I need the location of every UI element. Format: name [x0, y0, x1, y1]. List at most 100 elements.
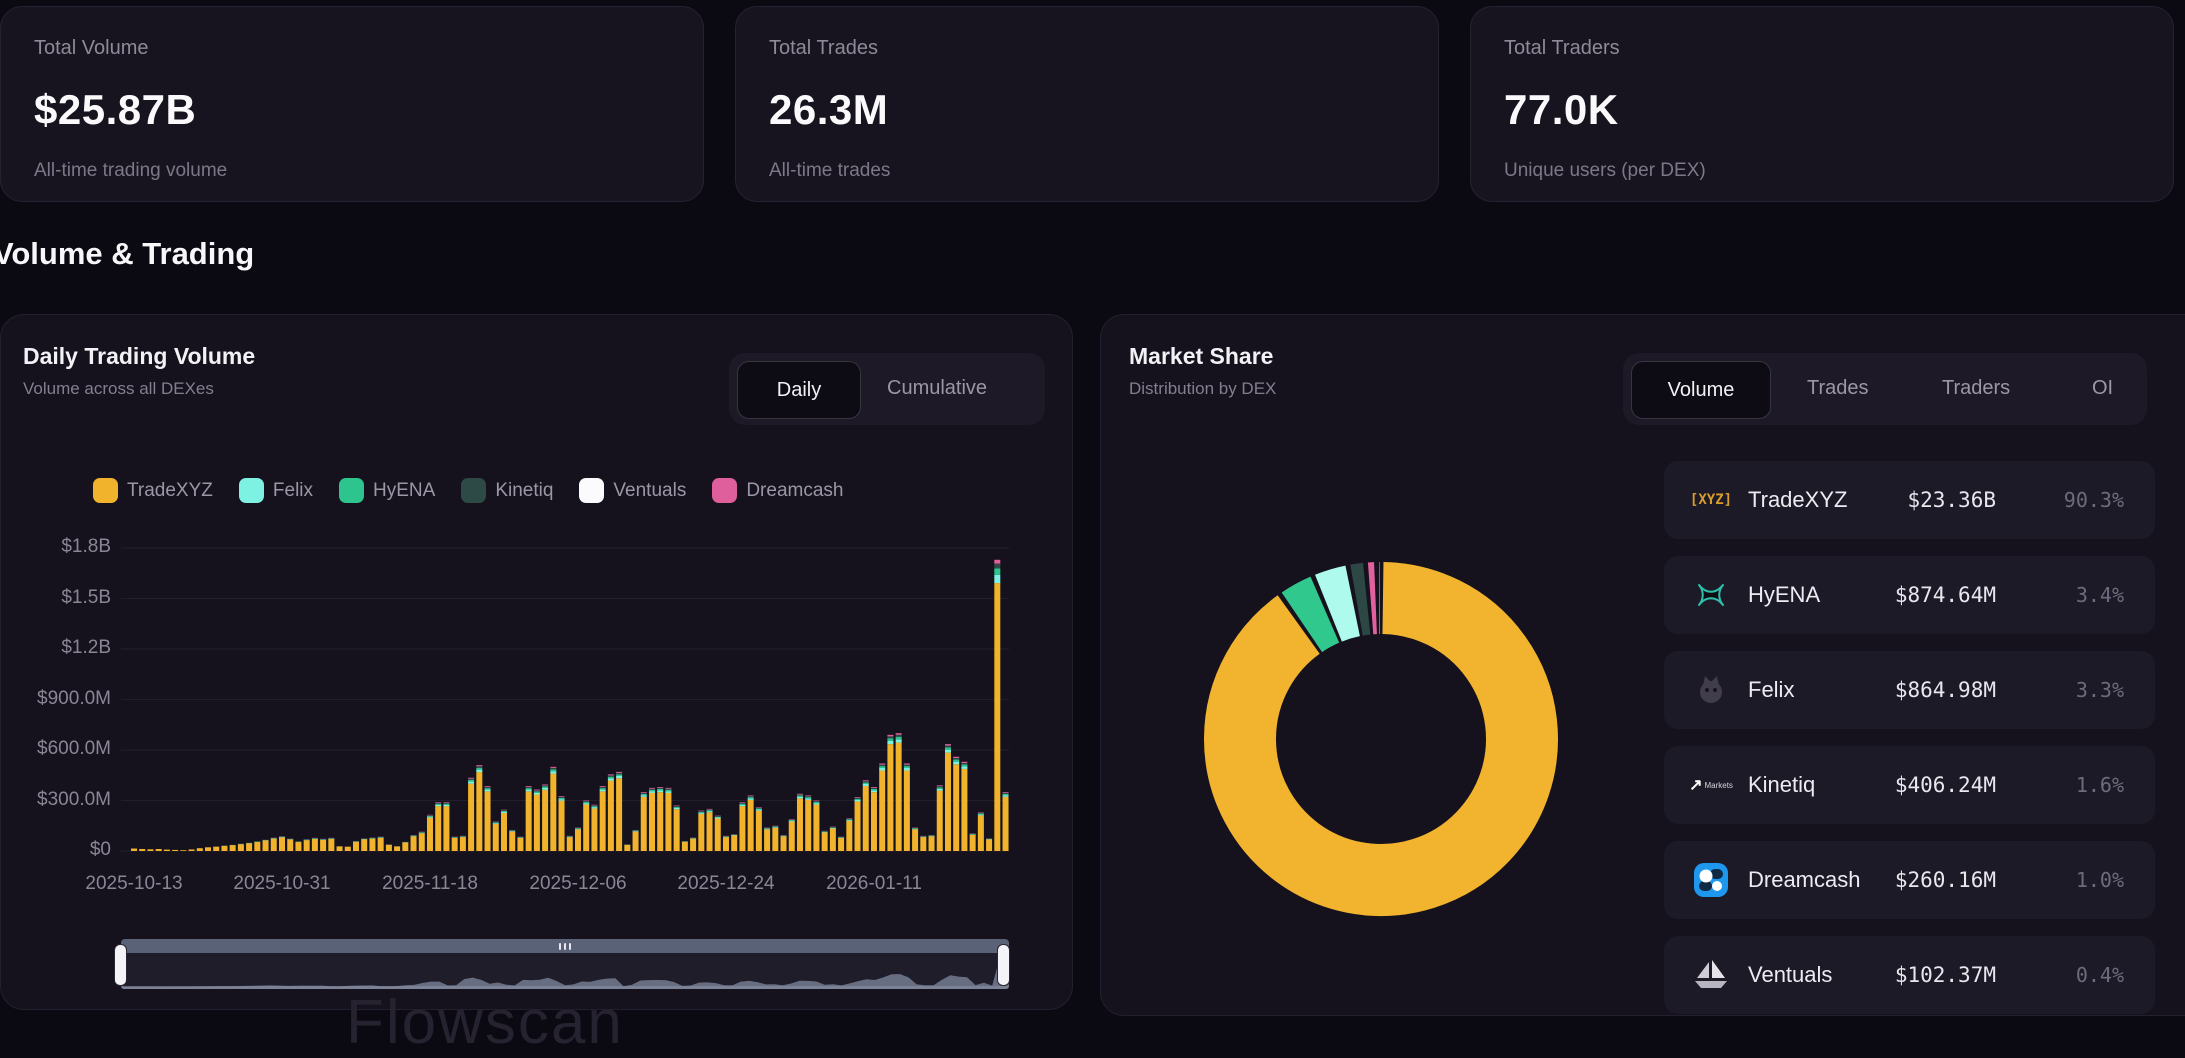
bar-day-92[interactable] [887, 735, 893, 851]
bar-day-48[interactable] [526, 786, 532, 851]
tab-trades[interactable]: Trades [1807, 377, 1869, 400]
bar-day-31[interactable] [386, 845, 392, 851]
bar-day-74[interactable] [739, 802, 745, 851]
bar-day-13[interactable] [238, 844, 244, 851]
bar-day-71[interactable] [715, 816, 721, 851]
bar-day-29[interactable] [369, 838, 375, 851]
toggle-cumulative-button[interactable]: Cumulative [887, 377, 987, 400]
bar-day-0[interactable] [131, 849, 137, 851]
bar-day-17[interactable] [271, 838, 277, 851]
bar-day-41[interactable] [468, 778, 474, 851]
bar-day-10[interactable] [213, 847, 219, 851]
bar-day-90[interactable] [871, 787, 877, 851]
bar-day-83[interactable] [813, 801, 819, 852]
legend-item[interactable]: Ventuals [579, 478, 686, 503]
bar-day-62[interactable] [641, 792, 647, 851]
bar-day-2[interactable] [147, 849, 153, 851]
bar-day-84[interactable] [822, 831, 828, 851]
bar-day-97[interactable] [929, 835, 935, 851]
bar-day-23[interactable] [320, 839, 326, 851]
bar-day-60[interactable] [624, 845, 630, 851]
bar-day-56[interactable] [591, 805, 597, 851]
bar-day-88[interactable] [855, 797, 861, 851]
bar-day-15[interactable] [254, 841, 260, 851]
brush-handle-right[interactable] [998, 945, 1009, 985]
bar-day-20[interactable] [295, 841, 301, 851]
bar-day-105[interactable] [994, 560, 1000, 851]
bar-day-59[interactable] [616, 772, 622, 851]
bar-day-52[interactable] [559, 796, 565, 851]
bar-day-104[interactable] [986, 838, 992, 851]
bar-day-32[interactable] [394, 846, 400, 851]
bar-day-82[interactable] [805, 795, 811, 851]
bar-day-34[interactable] [411, 835, 417, 851]
legend-item[interactable]: HyENA [339, 478, 435, 503]
bar-day-86[interactable] [838, 837, 844, 851]
bar-day-55[interactable] [583, 801, 589, 852]
donut-slice-hyena[interactable] [1302, 610, 1325, 623]
bar-day-28[interactable] [361, 838, 367, 851]
bar-day-103[interactable] [978, 812, 984, 851]
time-range-brush[interactable] [121, 939, 1009, 989]
bar-day-25[interactable] [337, 846, 343, 851]
bar-day-81[interactable] [797, 794, 803, 851]
bar-day-95[interactable] [912, 827, 918, 851]
bar-day-30[interactable] [378, 837, 384, 851]
bar-day-24[interactable] [328, 838, 334, 851]
donut-slice-kinetiq[interactable] [1357, 599, 1367, 600]
bar-day-42[interactable] [476, 765, 482, 851]
bar-day-21[interactable] [304, 839, 310, 851]
bar-day-18[interactable] [279, 836, 285, 851]
bar-day-26[interactable] [345, 847, 351, 851]
bar-day-72[interactable] [723, 836, 729, 851]
bar-day-47[interactable] [517, 837, 523, 851]
bar-day-79[interactable] [781, 835, 787, 851]
bar-day-68[interactable] [690, 838, 696, 851]
bar-day-49[interactable] [534, 790, 540, 851]
bar-day-75[interactable] [748, 795, 754, 851]
bar-day-16[interactable] [263, 840, 269, 851]
bar-day-51[interactable] [550, 767, 556, 851]
bar-day-70[interactable] [707, 809, 713, 851]
bar-day-87[interactable] [846, 818, 852, 851]
bar-day-6[interactable] [180, 850, 186, 851]
bar-day-3[interactable] [156, 849, 162, 851]
bar-day-35[interactable] [419, 832, 425, 851]
toggle-daily-button[interactable]: Daily [737, 361, 861, 419]
bar-day-54[interactable] [575, 827, 581, 851]
bar-day-80[interactable] [789, 819, 795, 851]
bar-day-98[interactable] [937, 785, 943, 851]
tab-traders[interactable]: Traders [1942, 377, 2010, 400]
bar-day-9[interactable] [205, 847, 211, 851]
bar-day-43[interactable] [485, 786, 491, 851]
bar-day-7[interactable] [189, 849, 195, 851]
bar-day-77[interactable] [764, 827, 770, 851]
brush-handle-left[interactable] [115, 945, 126, 985]
bar-day-69[interactable] [698, 811, 704, 851]
bar-day-66[interactable] [674, 806, 680, 851]
bar-day-19[interactable] [287, 839, 293, 851]
bar-day-91[interactable] [879, 763, 885, 851]
bar-day-61[interactable] [633, 830, 639, 851]
bar-day-106[interactable] [1003, 792, 1009, 851]
bar-day-5[interactable] [172, 850, 178, 851]
bar-day-53[interactable] [567, 836, 573, 851]
bar-day-22[interactable] [312, 838, 318, 851]
bar-day-99[interactable] [945, 744, 951, 851]
legend-item[interactable]: Felix [239, 478, 313, 503]
bar-day-45[interactable] [501, 810, 507, 851]
bar-day-39[interactable] [452, 837, 458, 851]
bar-day-96[interactable] [920, 836, 926, 851]
bar-day-58[interactable] [608, 774, 614, 851]
bar-day-102[interactable] [970, 833, 976, 851]
legend-item[interactable]: Dreamcash [712, 478, 843, 503]
bar-day-94[interactable] [904, 763, 910, 851]
tab-oi[interactable]: OI [2092, 377, 2113, 400]
bar-day-44[interactable] [493, 822, 499, 851]
